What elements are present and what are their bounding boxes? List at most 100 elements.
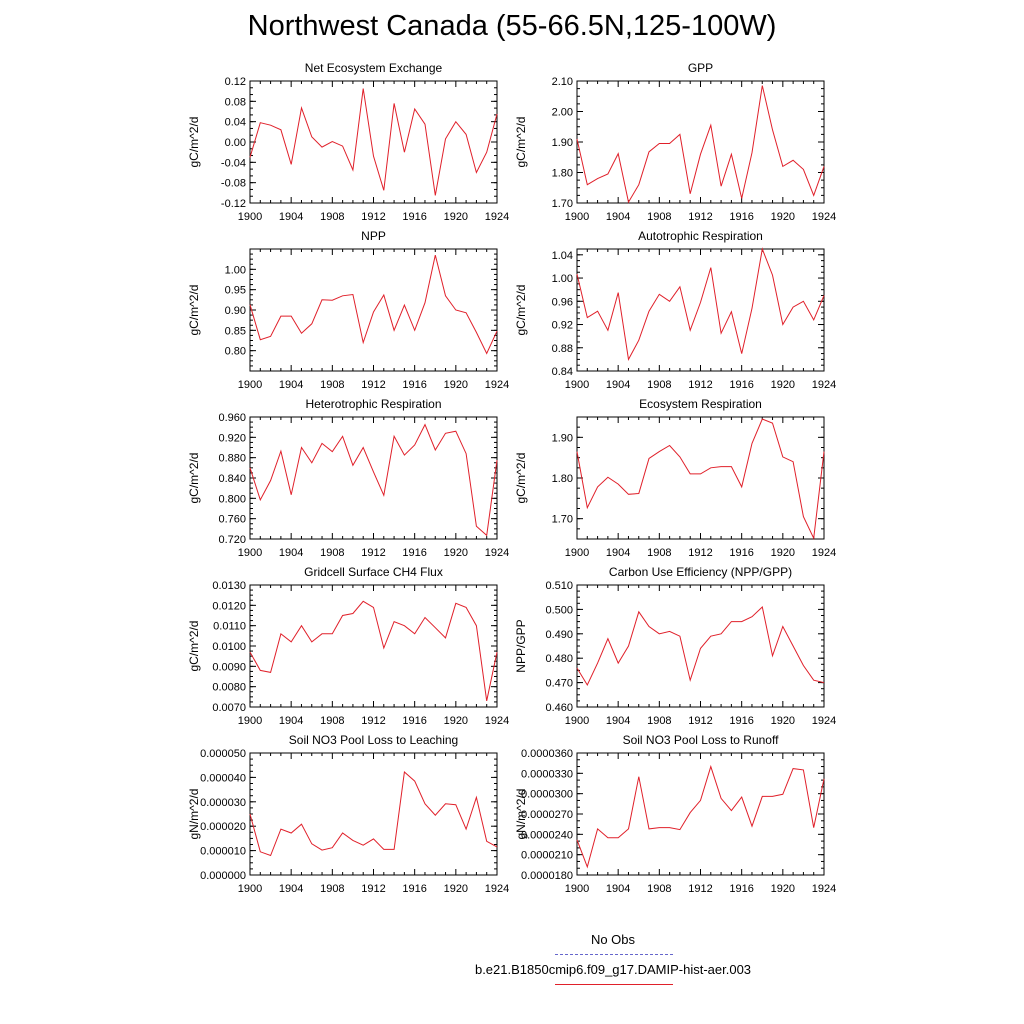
- y-tick-label: 0.000000: [200, 870, 246, 882]
- y-tick-label: 0.000010: [200, 846, 246, 858]
- x-tick-label: 1908: [320, 547, 344, 559]
- y-tick-label: 0.90: [225, 305, 246, 317]
- x-tick-label: 1924: [812, 211, 836, 223]
- x-tick-label: 1920: [444, 547, 468, 559]
- y-tick-label: 0.0000330: [521, 768, 573, 780]
- y-tick-label: 0.920: [218, 432, 246, 444]
- x-tick-label: 1904: [606, 211, 630, 223]
- x-tick-label: 1908: [647, 547, 671, 559]
- legend-line-model: [555, 984, 673, 985]
- series-line-4: [576, 247, 825, 361]
- series-line-6: [576, 418, 825, 540]
- x-tick-label: 1920: [771, 379, 795, 391]
- y-tick-label: 0.0130: [212, 580, 246, 592]
- series-line-1: [249, 88, 498, 196]
- y-tick-label: 1.70: [552, 198, 573, 210]
- y-tick-label: 0.0000180: [521, 870, 573, 882]
- x-tick-label: 1904: [279, 547, 303, 559]
- chart-title-9: Soil NO3 Pool Loss to Leaching: [289, 733, 458, 747]
- x-tick-label: 1900: [238, 883, 262, 895]
- y-tick-label: 0.0000210: [521, 850, 573, 862]
- series-line-9: [249, 771, 498, 857]
- x-tick-label: 1912: [361, 379, 385, 391]
- y-tick-label: 0.760: [218, 514, 246, 526]
- x-tick-label: 1900: [565, 379, 589, 391]
- x-tick-label: 1904: [606, 883, 630, 895]
- y-axis-label-5: gC/m^2/d: [187, 453, 201, 504]
- y-tick-label: 1.80: [552, 473, 573, 485]
- plot-frame-3: [249, 248, 498, 372]
- y-tick-label: -0.04: [221, 157, 246, 169]
- y-tick-label: 0.800: [218, 493, 246, 505]
- series-line-3: [249, 254, 498, 355]
- x-tick-label: 1908: [647, 715, 671, 727]
- x-tick-label: 1924: [485, 715, 509, 727]
- legend-line-no-obs: [555, 954, 673, 955]
- y-tick-label: 0.480: [545, 653, 573, 665]
- x-tick-label: 1912: [361, 715, 385, 727]
- y-tick-label: 1.90: [552, 137, 573, 149]
- x-tick-label: 1908: [647, 883, 671, 895]
- chart-title-5: Heterotrophic Respiration: [305, 397, 441, 411]
- x-tick-label: 1900: [238, 211, 262, 223]
- y-axis-label-10: gN/m^2/d: [514, 789, 528, 840]
- y-tick-label: 0.0000300: [521, 789, 573, 801]
- y-tick-label: 0.08: [225, 96, 246, 108]
- x-tick-label: 1904: [279, 715, 303, 727]
- x-tick-label: 1916: [402, 547, 426, 559]
- y-tick-label: 0.960: [218, 412, 246, 424]
- x-tick-label: 1916: [402, 379, 426, 391]
- x-tick-label: 1924: [812, 715, 836, 727]
- x-tick-label: 1904: [279, 883, 303, 895]
- y-tick-label: 1.70: [552, 514, 573, 526]
- y-tick-label: 0.96: [552, 296, 573, 308]
- y-axis-label-2: gC/m^2/d: [514, 117, 528, 168]
- chart-title-1: Net Ecosystem Exchange: [305, 61, 443, 75]
- y-tick-label: 0.95: [225, 285, 246, 297]
- legend-label-model: b.e21.B1850cmip6.f09_g17.DAMIP-hist-aer.…: [474, 962, 752, 977]
- y-tick-label: 0.12: [225, 76, 246, 88]
- x-tick-label: 1916: [729, 211, 753, 223]
- chart-title-6: Ecosystem Respiration: [639, 397, 762, 411]
- plot-frame-2: [576, 80, 825, 204]
- x-tick-label: 1924: [485, 547, 509, 559]
- y-tick-label: 0.490: [545, 629, 573, 641]
- x-tick-label: 1908: [320, 211, 344, 223]
- y-axis-label-6: gC/m^2/d: [514, 453, 528, 504]
- plot-frame-6: [576, 416, 825, 540]
- x-tick-label: 1920: [771, 883, 795, 895]
- x-tick-label: 1908: [320, 715, 344, 727]
- x-tick-label: 1912: [688, 211, 712, 223]
- x-tick-label: 1904: [606, 547, 630, 559]
- x-tick-label: 1920: [444, 883, 468, 895]
- chart-title-7: Gridcell Surface CH4 Flux: [304, 565, 443, 579]
- x-tick-label: 1908: [320, 883, 344, 895]
- x-tick-label: 1900: [238, 547, 262, 559]
- x-tick-label: 1908: [320, 379, 344, 391]
- plot-frame-8: [576, 584, 825, 708]
- x-tick-label: 1924: [812, 379, 836, 391]
- y-tick-label: 0.880: [218, 453, 246, 465]
- y-tick-label: 2.10: [552, 76, 573, 88]
- y-tick-label: 0.0110: [213, 621, 246, 633]
- y-tick-label: 0.0000270: [521, 809, 573, 821]
- series-line-5: [249, 423, 498, 537]
- x-tick-label: 1912: [688, 379, 712, 391]
- x-tick-label: 1912: [688, 715, 712, 727]
- x-tick-label: 1924: [812, 883, 836, 895]
- y-tick-label: 0.04: [225, 117, 246, 129]
- y-tick-label: 2.00: [552, 107, 573, 119]
- x-tick-label: 1904: [606, 715, 630, 727]
- y-tick-label: 0.840: [218, 473, 246, 485]
- y-tick-label: 0.85: [225, 325, 246, 337]
- x-tick-label: 1924: [485, 883, 509, 895]
- x-tick-label: 1900: [565, 715, 589, 727]
- y-tick-label: 0.0000360: [521, 748, 573, 760]
- y-tick-label: 1.04: [552, 250, 573, 262]
- y-tick-label: -0.08: [221, 178, 246, 190]
- y-tick-label: 0.470: [545, 678, 573, 690]
- y-tick-label: 0.0120: [212, 600, 246, 612]
- x-tick-label: 1916: [402, 211, 426, 223]
- chart-title-10: Soil NO3 Pool Loss to Runoff: [623, 733, 780, 747]
